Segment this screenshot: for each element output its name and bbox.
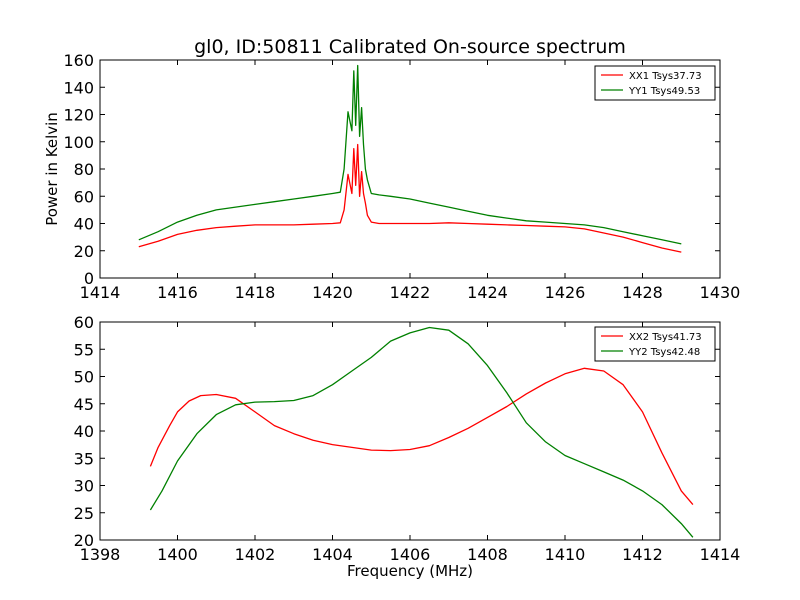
top-legend-label-1: XX1 Tsys37.73 <box>629 71 702 82</box>
bottom-y-tick-label: 25 <box>74 504 94 523</box>
bottom-y-tick-label: 40 <box>74 422 94 441</box>
top-y-tick-label: 100 <box>63 133 94 152</box>
bottom-x-tick-label: 1410 <box>545 545 586 564</box>
bottom-legend-label-2: YY2 Tsys42.48 <box>628 347 700 358</box>
bottom-x-axis-label: Frequency (MHz) <box>347 562 473 580</box>
top-x-tick-label: 1428 <box>622 283 663 302</box>
bottom-panel-lines <box>149 326 694 538</box>
top-y-tick-label: 140 <box>63 78 94 97</box>
top-y-tick-label: 0 <box>84 269 94 288</box>
bottom-panel: 1398 1400 1402 1404 1406 1408 1410 1412 1414 20 25… <box>74 313 741 580</box>
bottom-y-tick-label: 45 <box>74 395 94 414</box>
top-legend: XX1 Tsys37.73 YY1 Tsys49.53 <box>594 65 716 101</box>
top-y-axis-label: Power in Kelvin <box>43 112 61 226</box>
top-legend-label-2: YY1 Tsys49.53 <box>628 86 700 97</box>
top-x-tick-label: 1422 <box>390 283 431 302</box>
bottom-x-tick-label: 1400 <box>157 545 198 564</box>
bottom-legend-box <box>594 326 716 362</box>
bottom-series-line-1 <box>149 367 694 506</box>
top-y-tick-label: 20 <box>74 242 94 261</box>
bottom-series-line-2 <box>149 326 694 538</box>
top-x-tick-label: 1416 <box>157 283 198 302</box>
bottom-x-tick-label: 1414 <box>700 545 741 564</box>
bottom-y-tick-label: 50 <box>74 368 94 387</box>
top-x-tick-label: 1420 <box>312 283 353 302</box>
top-y-tick-label: 40 <box>74 215 94 234</box>
top-x-tick-label: 1414 <box>80 283 121 302</box>
bottom-x-tick-label: 1402 <box>235 545 276 564</box>
top-y-tick-label: 120 <box>63 106 94 125</box>
bottom-y-tick-label: 60 <box>74 313 94 332</box>
bottom-x-tick-label: 1406 <box>390 545 431 564</box>
top-x-tick-label: 1430 <box>700 283 741 302</box>
top-x-tick-label: 1418 <box>235 283 276 302</box>
bottom-x-tick-label: 1398 <box>80 545 121 564</box>
top-series-line-1 <box>138 143 682 253</box>
bottom-y-tick-label: 30 <box>74 477 94 496</box>
top-y-tick-label: 80 <box>74 160 94 179</box>
bottom-legend: XX2 Tsys41.73 YY2 Tsys42.48 <box>594 326 716 362</box>
top-series-line-2 <box>138 64 682 245</box>
bottom-x-tick-label: 1412 <box>622 545 663 564</box>
top-y-tick-label: 60 <box>74 187 94 206</box>
top-y-tick-label: 160 <box>63 51 94 70</box>
top-x-tick-label: 1424 <box>467 283 508 302</box>
chart-title: gl0, ID:50811 Calibrated On-source spect… <box>194 36 626 58</box>
top-x-tick-label: 1426 <box>545 283 586 302</box>
bottom-legend-label-1: XX2 Tsys41.73 <box>629 332 702 343</box>
top-panel-ticks: 1414 1416 1418 1420 1422 1424 1426 1428 1430 0 20 4… <box>63 51 740 302</box>
bottom-y-tick-label: 35 <box>74 449 94 468</box>
top-panel-lines <box>138 64 682 253</box>
bottom-x-tick-label: 1404 <box>312 545 353 564</box>
bottom-y-tick-label: 20 <box>74 531 94 550</box>
bottom-panel-ticks: 1398 1400 1402 1404 1406 1408 1410 1412 1414 20 25… <box>74 313 741 564</box>
top-panel: 1414 1416 1418 1420 1422 1424 1426 1428 1430 0 20 4… <box>43 51 740 302</box>
bottom-y-tick-label: 55 <box>74 340 94 359</box>
bottom-x-tick-label: 1408 <box>467 545 508 564</box>
top-legend-box <box>594 65 716 101</box>
